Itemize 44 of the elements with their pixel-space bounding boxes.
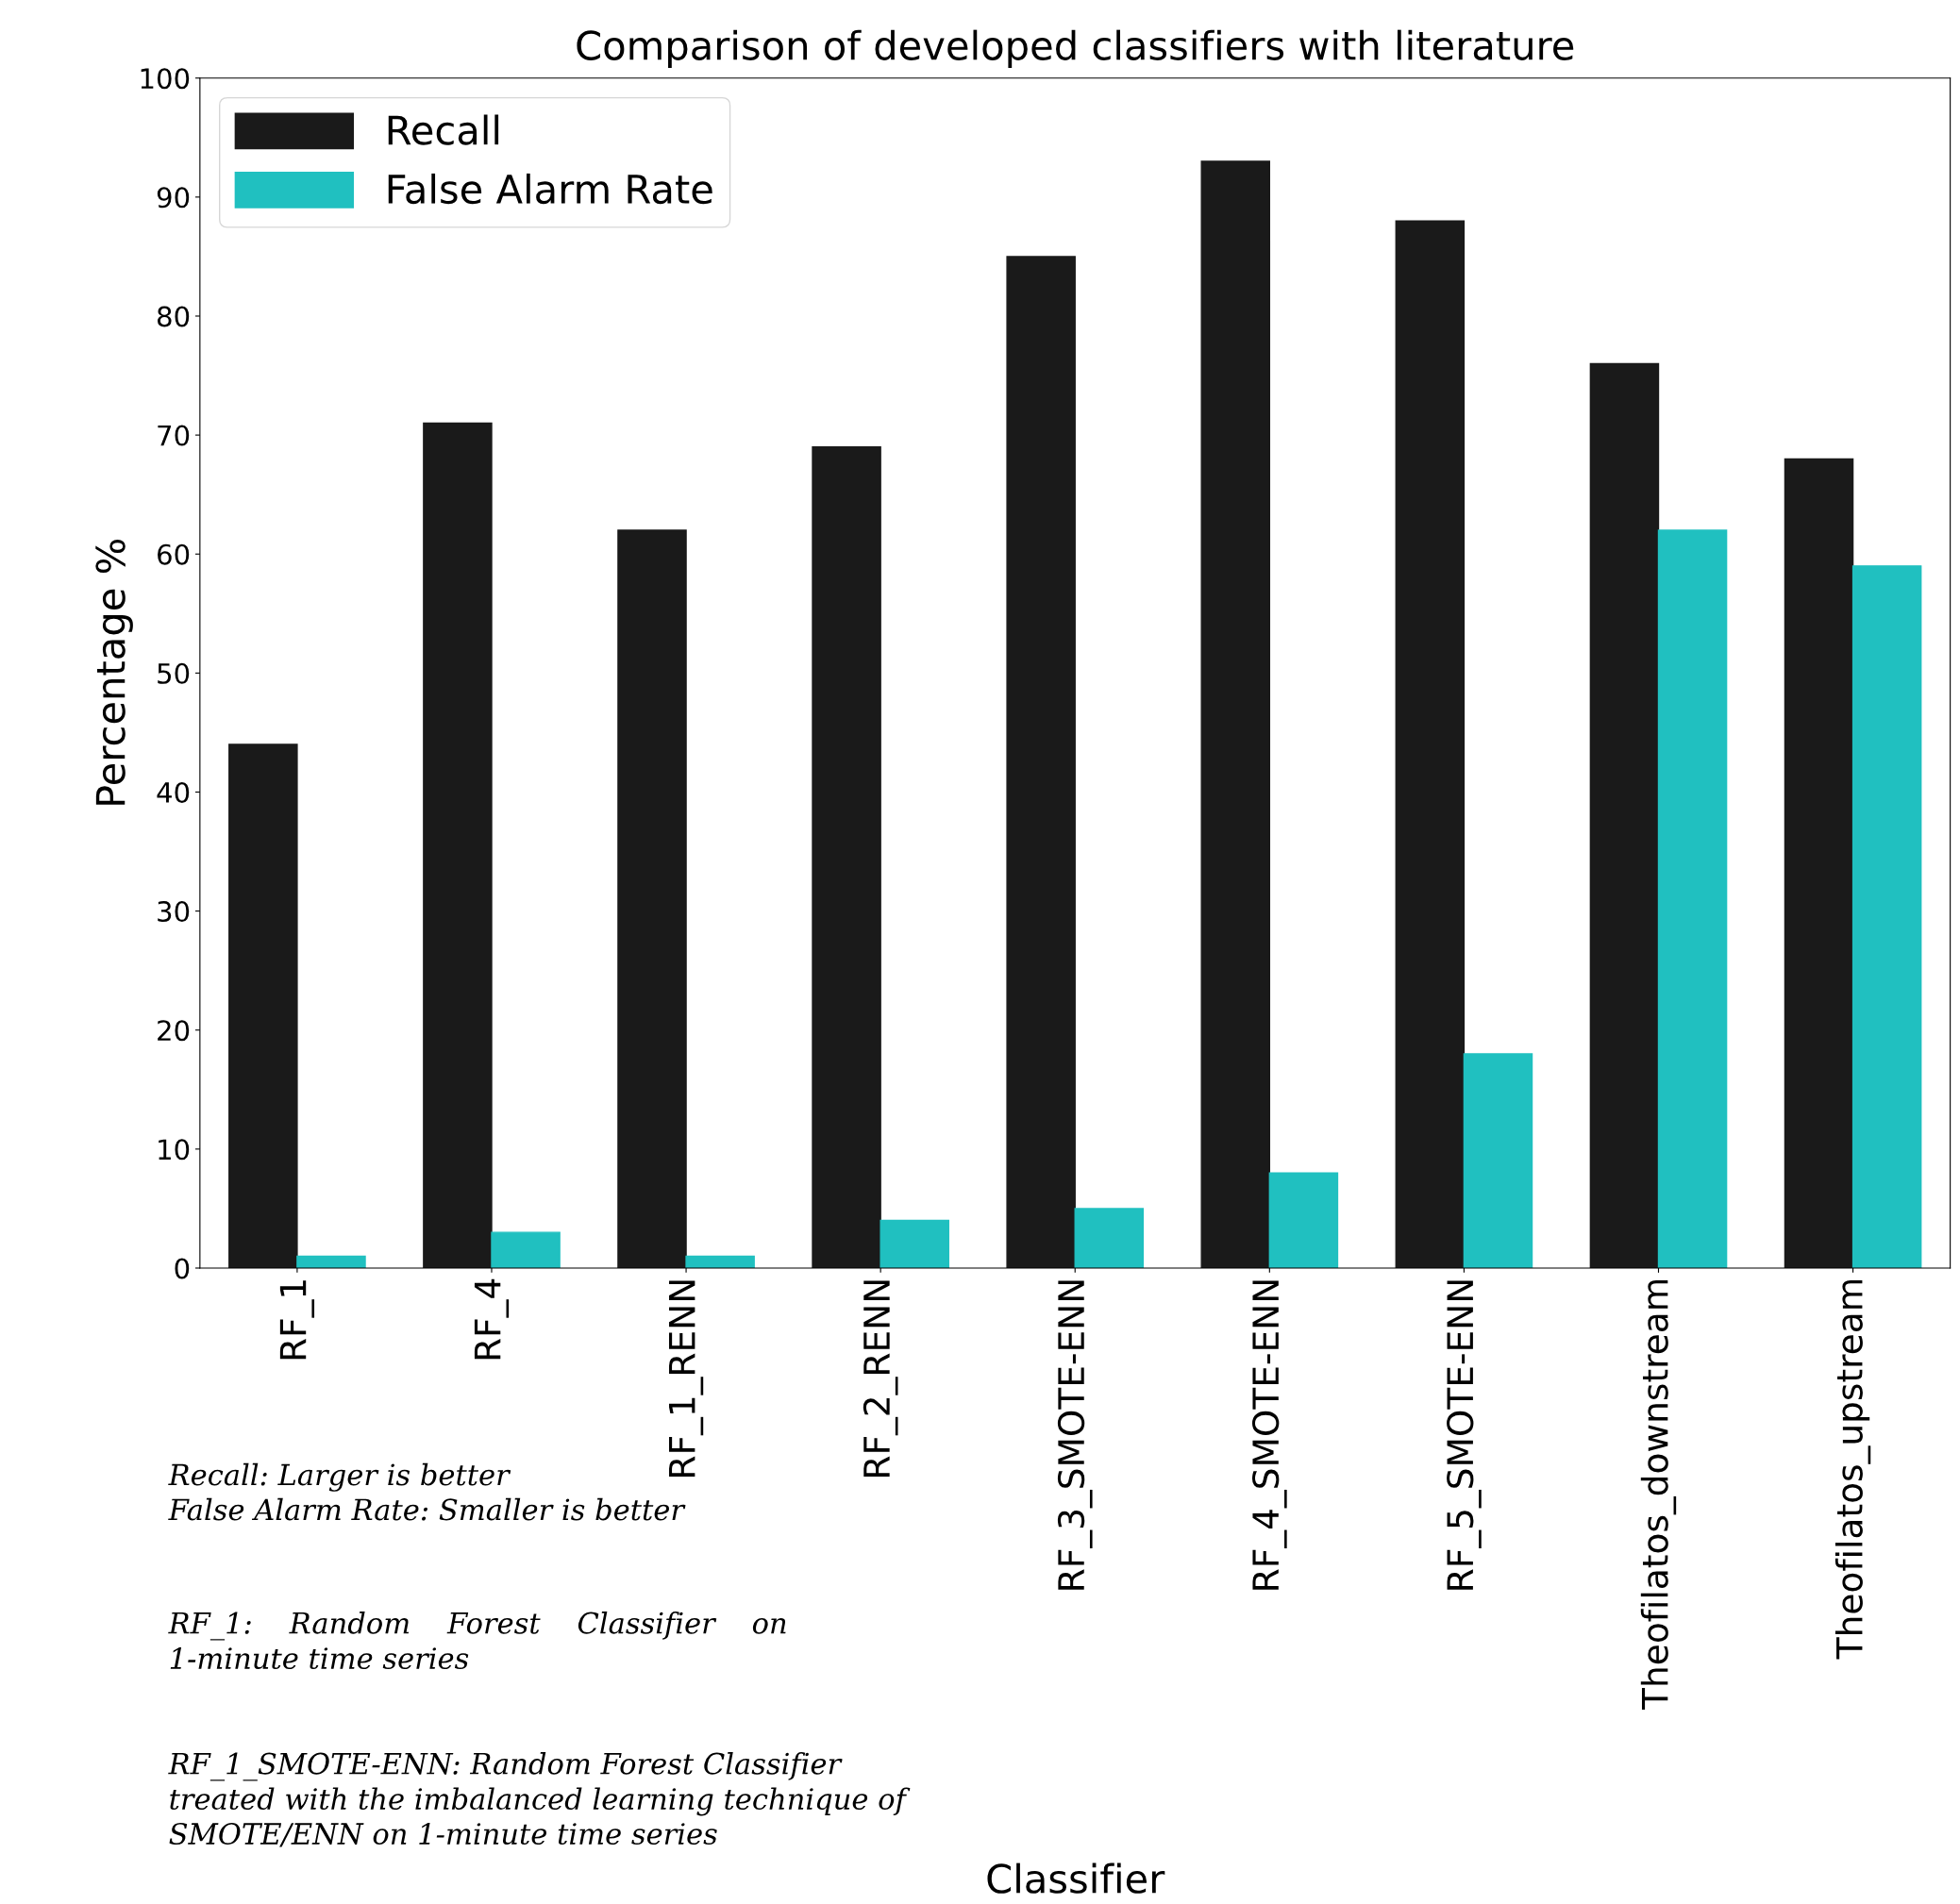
y-tick-label: 40 — [157, 781, 190, 803]
y-tick-label: 20 — [158, 1020, 190, 1042]
y-tick-label: 80 — [158, 306, 190, 327]
text: RF_1_SMOTE-ENN: Random Forest Classifier treated with the imbalanced learning technique of SMOTE/ENN on 1-minute time series — [168, 1752, 911, 1847]
bar — [1268, 1172, 1339, 1268]
x-axis-title: Classifier — [987, 1862, 1165, 1894]
y-axis-title: Percentage % — [95, 540, 133, 805]
x-tick-label: RF_1 — [279, 1280, 315, 1360]
bar — [1589, 362, 1660, 1268]
bar — [1200, 160, 1271, 1268]
y-tick-label: 100 — [141, 68, 190, 90]
bar — [1006, 256, 1076, 1268]
bar — [617, 529, 687, 1268]
bar — [491, 1231, 561, 1268]
bar — [812, 446, 881, 1268]
y-tick-label: 30 — [158, 901, 190, 923]
x-tick-label: RF_2_RENN — [863, 1280, 898, 1477]
bar — [228, 743, 298, 1268]
x-tick-label: RF_4 — [474, 1278, 510, 1360]
y-tick-label: 90 — [157, 187, 190, 209]
bar — [1851, 565, 1922, 1268]
legend-label: Recall — [388, 114, 499, 145]
y-tick-label: 50 — [158, 662, 190, 684]
x-tick-label: RF_4_SMOTE-ENN — [1251, 1280, 1287, 1590]
bar — [1784, 458, 1854, 1268]
y-tick-label: 10 — [159, 1139, 190, 1161]
x-tick-label: Theofilatos_downstream — [1640, 1279, 1677, 1711]
bar — [423, 422, 493, 1268]
bar — [1657, 529, 1728, 1268]
bar — [1074, 1208, 1145, 1268]
x-tick-label: Theofilatos_upstream — [1834, 1279, 1871, 1660]
chart-title: Comparison of developed classifiers with literature — [577, 29, 1574, 68]
bar — [1463, 1053, 1533, 1268]
bar — [685, 1255, 755, 1268]
x-tick-label: RF_3_SMOTE-ENN — [1057, 1280, 1093, 1590]
bar — [1395, 220, 1466, 1268]
legend-label: False Alarm Rate — [388, 173, 712, 205]
bar — [296, 1255, 366, 1268]
y-tick-label: 0 — [175, 1258, 190, 1279]
bar — [879, 1219, 949, 1268]
x-tick-label: RF_5_SMOTE-ENN — [1447, 1280, 1482, 1590]
text: RF_1: Random Forest Classifier on 1-minute time series — [168, 1612, 786, 1670]
y-tick-label: 60 — [158, 543, 190, 565]
y-tick-label: 70 — [158, 425, 190, 446]
